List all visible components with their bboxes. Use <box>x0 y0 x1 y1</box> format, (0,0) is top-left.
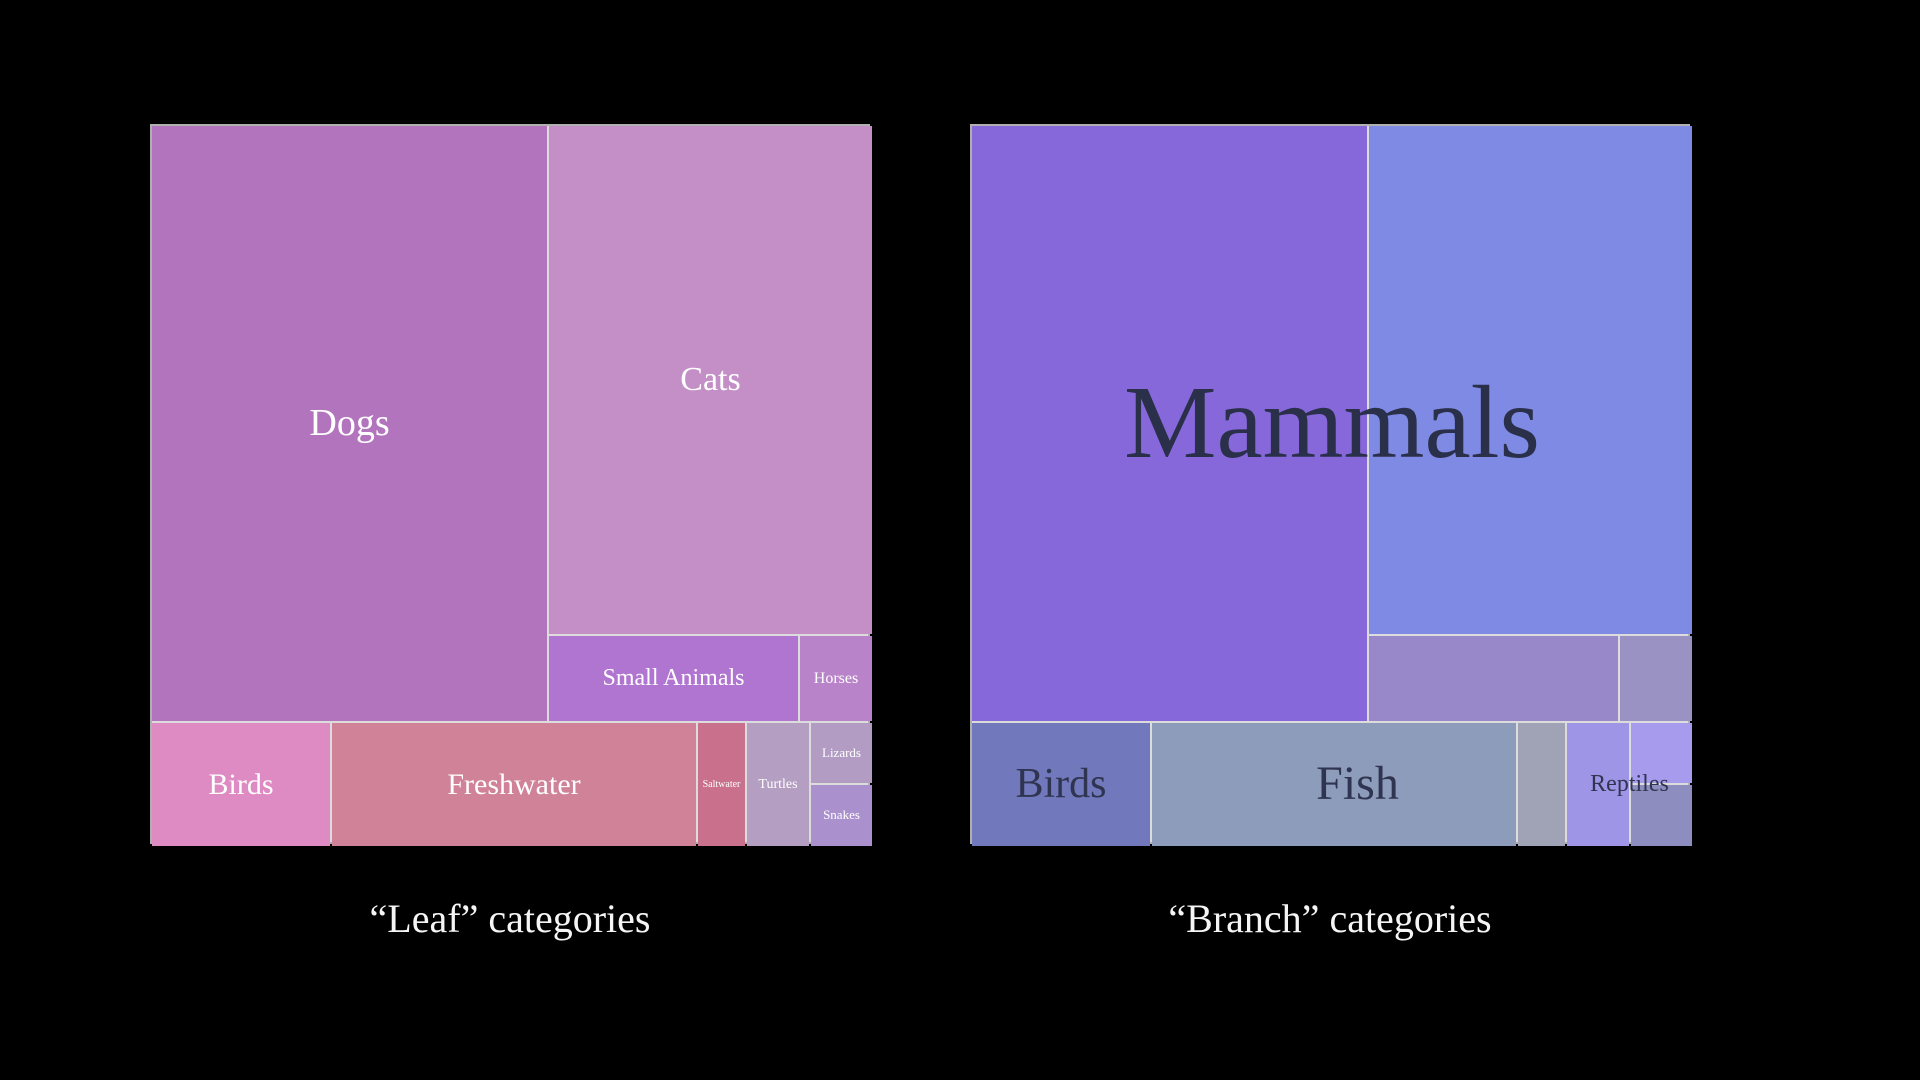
leaf-cell-label: Freshwater <box>447 768 580 801</box>
leaf-cell-birds: Birds <box>152 723 330 846</box>
leaf-cell-saltwater: Saltwater <box>698 723 745 846</box>
branch-cell-fish-a <box>1152 723 1516 846</box>
leaf-cell-label: Cats <box>680 361 740 398</box>
leaf-cell-freshwater: Freshwater <box>332 723 696 846</box>
left-caption: “Leaf” categories <box>150 895 870 942</box>
leaf-cell-label: Horses <box>814 670 858 688</box>
leaf-cell-label: Birds <box>208 768 273 801</box>
leaf-cell-label: Saltwater <box>703 779 741 790</box>
branch-cell-mammals-c <box>1369 636 1618 721</box>
leaf-cell-label: Dogs <box>309 403 389 445</box>
leaf-cell-horses: Horses <box>800 636 872 721</box>
left-caption-text: “Leaf” categories <box>370 896 651 941</box>
leaf-cell-lizards: Lizards <box>811 723 872 783</box>
leaf-cell-label: Lizards <box>822 746 861 760</box>
right-caption-text: “Branch” categories <box>1168 896 1491 941</box>
leaf-cell-label: Small Animals <box>602 665 744 691</box>
leaf-cell-small-animals: Small Animals <box>549 636 798 721</box>
leaf-cell-label: Snakes <box>823 808 860 822</box>
left-treemap: Dogs Cats Small Animals Horses Birds Freshwat… <box>150 124 870 844</box>
branch-cell-fish-b <box>1518 723 1565 846</box>
right-treemap: MammalsBirdsFishReptiles <box>970 124 1690 844</box>
branch-cell-birds-a <box>972 723 1150 846</box>
branch-cell-reptiles-a <box>1567 723 1629 846</box>
leaf-cell-label: Turtles <box>758 777 797 792</box>
right-caption: “Branch” categories <box>970 895 1690 942</box>
branch-cell-mammals-d <box>1620 636 1692 721</box>
leaf-cell-snakes: Snakes <box>811 785 872 846</box>
stage: Dogs Cats Small Animals Horses Birds Freshwat… <box>0 0 1920 1080</box>
leaf-cell-turtles: Turtles <box>747 723 809 846</box>
branch-cell-mammals-a <box>972 126 1367 721</box>
leaf-cell-dogs: Dogs <box>152 126 547 721</box>
branch-cell-reptiles-c <box>1631 785 1692 846</box>
branch-cell-mammals-b <box>1369 126 1692 634</box>
branch-cell-reptiles-b <box>1631 723 1692 783</box>
leaf-cell-cats: Cats <box>549 126 872 634</box>
